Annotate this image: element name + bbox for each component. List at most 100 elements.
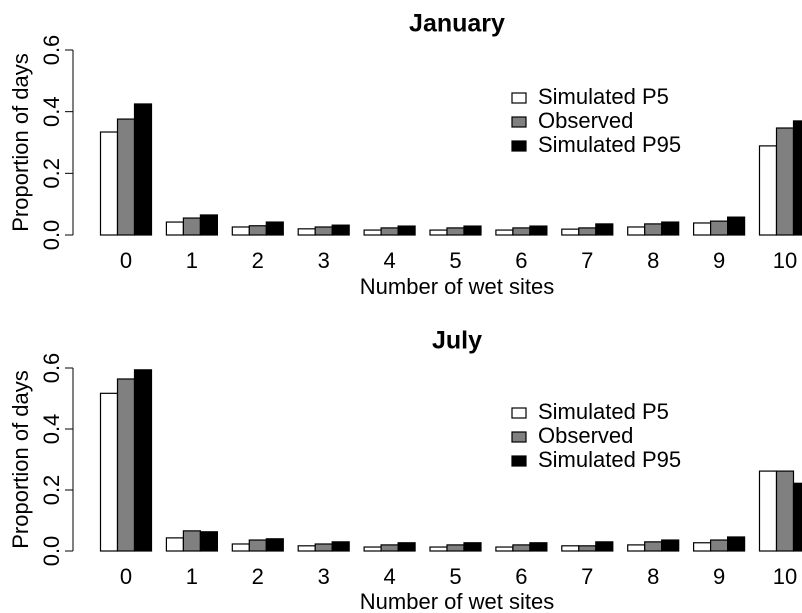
bar: [775, 470, 795, 552]
x-tick-label: 3: [318, 248, 330, 273]
x-axis-label: Number of wet sites: [360, 274, 554, 299]
bar: [495, 546, 514, 552]
bar: [380, 227, 399, 236]
bar: [297, 228, 316, 236]
x-tick-label: 2: [252, 248, 264, 273]
bar: [792, 482, 802, 552]
bar: [314, 226, 333, 236]
bar: [692, 542, 712, 552]
x-tick-label: 10: [773, 248, 797, 273]
bar: [512, 544, 531, 552]
bar: [775, 127, 795, 236]
bar: [165, 221, 184, 236]
bar: [265, 538, 284, 552]
bar: [331, 541, 350, 552]
bar: [165, 537, 184, 552]
bar: [248, 539, 267, 552]
x-tick-label: 10: [773, 564, 797, 589]
bar: [363, 546, 382, 552]
bar: [561, 228, 580, 236]
y-tick-label: 0.2: [39, 158, 64, 189]
bar: [199, 531, 218, 552]
bar: [495, 229, 514, 236]
bar: [397, 225, 416, 236]
bar: [463, 542, 482, 552]
y-tick-label: 0.4: [39, 414, 64, 445]
chart-title: July: [432, 327, 482, 355]
legend-label: Simulated P5: [538, 399, 669, 424]
bar: [116, 378, 136, 552]
y-tick-label: 0.2: [39, 475, 64, 506]
bar: [692, 222, 712, 236]
legend-label: Observed: [538, 108, 633, 133]
bar: [661, 539, 680, 552]
bar: [429, 546, 448, 552]
bar: [248, 225, 267, 236]
bar: [297, 545, 316, 552]
legend-label: Simulated P95: [538, 132, 681, 157]
bar: [758, 145, 778, 236]
bar: [99, 392, 119, 552]
bar: [116, 118, 136, 236]
bar: [561, 545, 580, 552]
bar: [199, 214, 218, 236]
bar: [446, 544, 465, 552]
y-axis-label: Proportion of days: [8, 53, 33, 232]
bar: [182, 530, 201, 552]
bar: [627, 226, 646, 236]
y-tick-label: 0.4: [39, 96, 64, 127]
bar: [627, 544, 646, 552]
legend-swatch: [511, 140, 527, 152]
y-tick-label: 0.6: [39, 353, 64, 384]
x-tick-label: 9: [713, 248, 725, 273]
x-tick-label: 4: [383, 564, 395, 589]
bar: [265, 221, 284, 236]
legend-swatch: [511, 431, 527, 443]
bar: [99, 131, 119, 236]
y-tick-label: 0.6: [39, 35, 64, 66]
legend-label: Simulated P5: [538, 84, 669, 109]
x-tick-label: 7: [581, 248, 593, 273]
legend-label: Observed: [538, 423, 633, 448]
x-tick-label: 7: [581, 564, 593, 589]
x-axis-label: Number of wet sites: [360, 589, 554, 613]
x-tick-label: 8: [647, 564, 659, 589]
legend-swatch: [511, 455, 527, 467]
chart-title: January: [409, 10, 505, 38]
x-tick-label: 0: [120, 248, 132, 273]
bar: [331, 224, 350, 236]
x-tick-label: 1: [186, 248, 198, 273]
x-tick-label: 5: [449, 248, 461, 273]
bar: [380, 544, 399, 552]
bar: [529, 225, 548, 236]
y-tick-label: 0.0: [39, 220, 64, 251]
bar: [446, 227, 465, 236]
y-axis-label: Proportion of days: [8, 370, 33, 549]
bar: [463, 225, 482, 236]
legend-swatch: [511, 407, 527, 419]
x-tick-label: 4: [383, 248, 395, 273]
x-tick-label: 3: [318, 564, 330, 589]
x-tick-label: 2: [252, 564, 264, 589]
legend-swatch: [511, 92, 527, 104]
bar: [529, 542, 548, 552]
y-tick-label: 0.0: [39, 536, 64, 567]
x-tick-label: 5: [449, 564, 461, 589]
x-tick-label: 0: [120, 564, 132, 589]
bar: [709, 539, 729, 552]
bar: [231, 543, 250, 552]
x-tick-label: 6: [515, 564, 527, 589]
bar: [182, 217, 201, 236]
x-tick-label: 6: [515, 248, 527, 273]
bar: [397, 542, 416, 552]
bar: [363, 229, 382, 236]
x-tick-label: 1: [186, 564, 198, 589]
bar: [578, 545, 597, 552]
x-tick-label: 9: [713, 564, 725, 589]
bar: [644, 223, 663, 236]
bar: [709, 220, 729, 236]
bar: [661, 221, 680, 236]
bar: [758, 470, 778, 552]
bar: [314, 543, 333, 552]
